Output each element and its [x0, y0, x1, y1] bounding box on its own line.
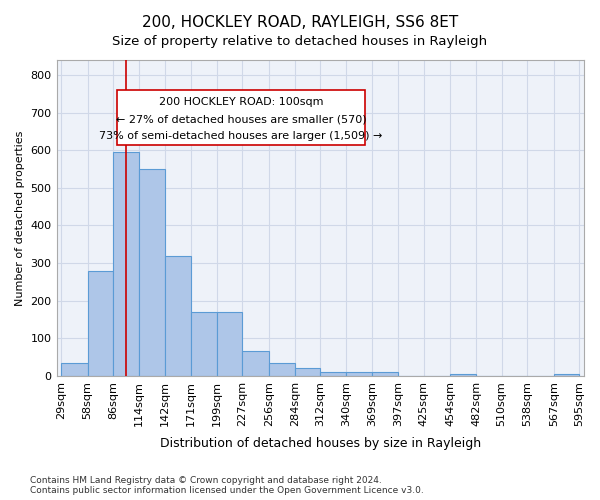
- Bar: [554, 374, 580, 376]
- Bar: [217, 312, 242, 376]
- Bar: [191, 312, 217, 376]
- Bar: [61, 362, 88, 376]
- Bar: [295, 368, 320, 376]
- FancyBboxPatch shape: [117, 90, 365, 146]
- Bar: [373, 372, 398, 376]
- Text: Contains HM Land Registry data © Crown copyright and database right 2024.: Contains HM Land Registry data © Crown c…: [30, 476, 382, 485]
- Text: 73% of semi-detached houses are larger (1,509) →: 73% of semi-detached houses are larger (…: [100, 132, 383, 141]
- Bar: [113, 152, 139, 376]
- Bar: [320, 372, 346, 376]
- Bar: [269, 362, 295, 376]
- Y-axis label: Number of detached properties: Number of detached properties: [15, 130, 25, 306]
- Bar: [164, 256, 191, 376]
- Text: 200 HOCKLEY ROAD: 100sqm: 200 HOCKLEY ROAD: 100sqm: [159, 97, 323, 107]
- Text: Contains public sector information licensed under the Open Government Licence v3: Contains public sector information licen…: [30, 486, 424, 495]
- Bar: [451, 374, 476, 376]
- Bar: [242, 352, 269, 376]
- Bar: [88, 270, 113, 376]
- X-axis label: Distribution of detached houses by size in Rayleigh: Distribution of detached houses by size …: [160, 437, 481, 450]
- Bar: [139, 169, 164, 376]
- Bar: [346, 372, 373, 376]
- Text: 200, HOCKLEY ROAD, RAYLEIGH, SS6 8ET: 200, HOCKLEY ROAD, RAYLEIGH, SS6 8ET: [142, 15, 458, 30]
- Text: ← 27% of detached houses are smaller (570): ← 27% of detached houses are smaller (57…: [116, 114, 367, 124]
- Text: Size of property relative to detached houses in Rayleigh: Size of property relative to detached ho…: [112, 35, 488, 48]
